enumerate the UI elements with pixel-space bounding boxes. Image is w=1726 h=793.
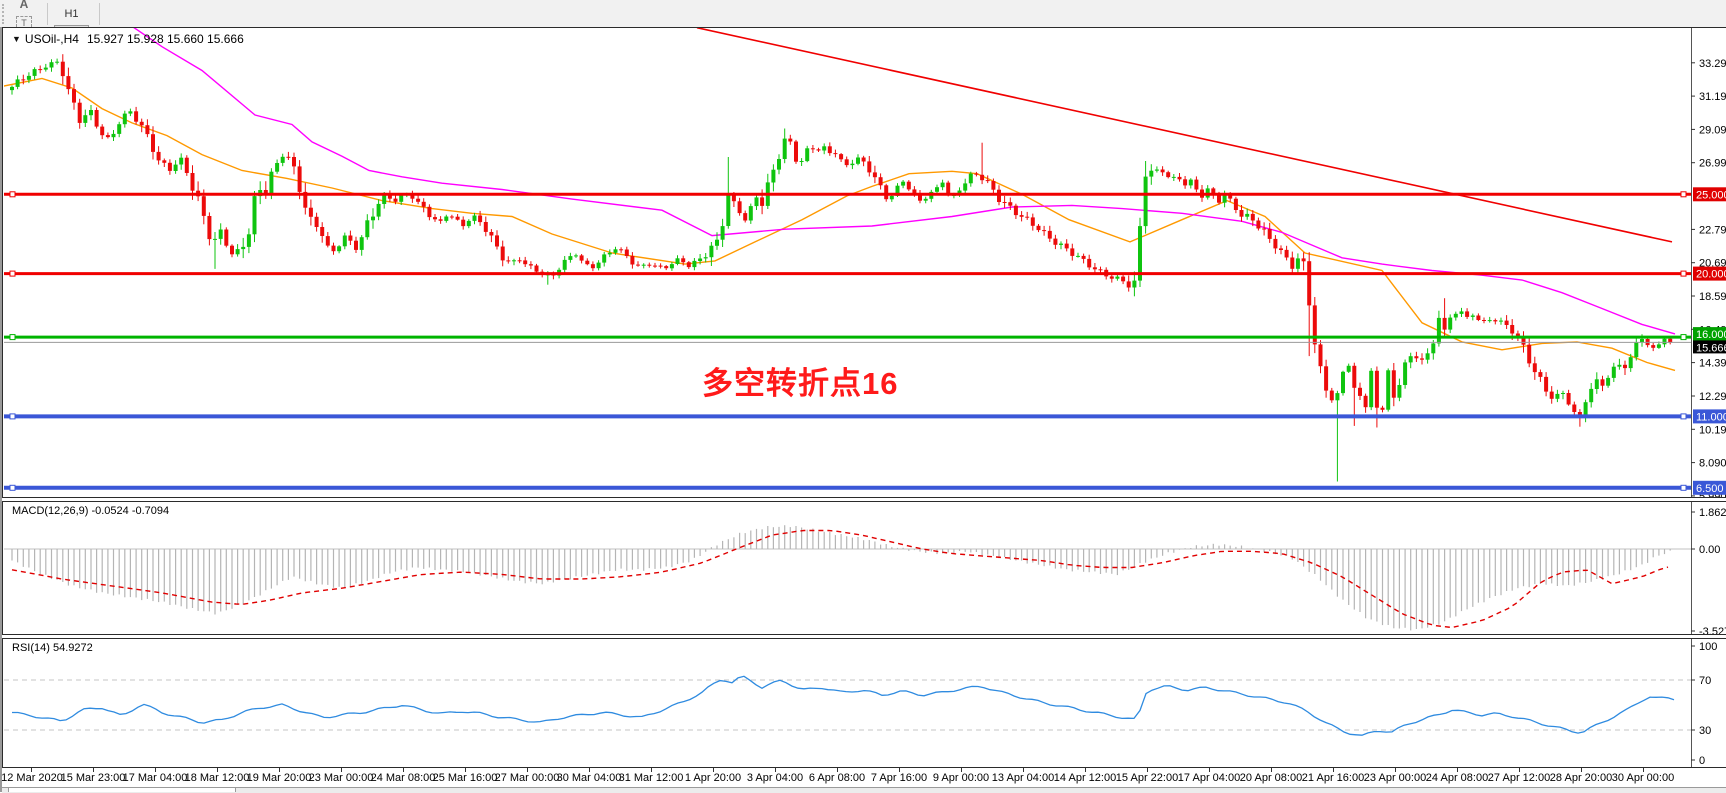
time-axis-label: 31 Mar 12:00: [619, 772, 684, 784]
current-price-badge: 15.666: [1693, 340, 1726, 354]
annotation-text[interactable]: 多空转折点16: [702, 358, 898, 403]
symbol-name: USOil-,H4: [25, 32, 79, 46]
price-line-badge-25.000: 25.000: [1693, 187, 1726, 201]
price-axis-label: 29.090: [1699, 124, 1726, 136]
time-axis-label: 25 Mar 16:00: [433, 772, 498, 784]
text-a-icon[interactable]: A: [12, 0, 36, 14]
trendline[interactable]: [697, 28, 1672, 242]
ohlc-values: 15.927 15.928 15.660 15.666: [87, 32, 244, 46]
hline-6.500[interactable]: [4, 485, 1691, 490]
price-line-badge-11.000: 11.000: [1693, 409, 1726, 423]
time-axis-label: 12 Mar 2020: [1, 772, 63, 784]
svg-text:6.500: 6.500: [1696, 483, 1724, 495]
rsi-axis-label: 100: [1699, 641, 1717, 653]
time-axis-label: 6 Apr 08:00: [809, 772, 865, 784]
svg-text:15.666: 15.666: [1696, 342, 1726, 354]
price-axis-label: 12.290: [1699, 391, 1726, 403]
time-axis-label: 9 Apr 00:00: [933, 772, 989, 784]
price-axis-label: 10.190: [1699, 424, 1726, 436]
active-chart-tab[interactable]: [8, 788, 236, 792]
macd-axis-label: 0.00: [1699, 544, 1720, 556]
toolbar-grip[interactable]: [2, 4, 11, 24]
chart-tab-strip[interactable]: [2, 787, 1726, 793]
symbol-dropdown-icon[interactable]: ▼: [12, 34, 21, 44]
time-axis-label: 20 Apr 08:00: [1240, 772, 1302, 784]
price-axis-label: 8.090: [1699, 458, 1726, 470]
time-axis-label: 28 Apr 20:00: [1550, 772, 1612, 784]
macd-axis-label: 1.8624: [1699, 507, 1726, 519]
time-axis-label: 17 Apr 04:00: [1178, 772, 1240, 784]
time-axis-label: 7 Apr 16:00: [871, 772, 927, 784]
time-axis-label: 23 Apr 00:00: [1364, 772, 1426, 784]
rsi-label: RSI(14) 54.9272: [12, 642, 93, 654]
rsi-line: [12, 676, 1674, 735]
price-line-badge-16.000: 16.000: [1693, 327, 1726, 341]
time-axis-label: 19 Mar 20:00: [247, 772, 312, 784]
time-axis-label: 24 Mar 08:00: [371, 772, 436, 784]
time-axis-label: 30 Mar 04:00: [557, 772, 622, 784]
time-axis-label: 15 Apr 22:00: [1116, 772, 1178, 784]
price-line-badge-20.000: 20.000: [1693, 267, 1726, 281]
time-axis-label: 17 Mar 04:00: [123, 772, 188, 784]
chart-symbol-title[interactable]: ▼ USOil-,H4 15.927 15.928 15.660 15.666: [12, 32, 244, 46]
time-axis-label: 30 Apr 00:00: [1612, 772, 1674, 784]
rsi-svg: 100 70 30 0: [2, 638, 1726, 768]
macd-histogram: [12, 525, 1670, 630]
rsi-panel: 100 70 30 0 RSI(14) 54.9272: [2, 638, 1726, 768]
svg-text:25.000: 25.000: [1696, 189, 1726, 201]
price-axis-label: 33.290: [1699, 58, 1726, 70]
time-axis-label: 15 Mar 23:00: [61, 772, 126, 784]
price-axis-label: 14.390: [1699, 358, 1726, 370]
time-axis-label: 21 Apr 16:00: [1302, 772, 1364, 784]
price-axis-label: 26.990: [1699, 158, 1726, 170]
toolbar: FAT↗↙▾ M1M5M15M30H1H4D1W1MN: [0, 0, 1726, 28]
price-axis-label: 18.590: [1699, 291, 1726, 303]
main-price-panel: 33.29031.19029.09026.99022.79020.69018.5…: [2, 27, 1726, 498]
macd-axis-label: -3.5273: [1699, 626, 1726, 635]
hline-11.000[interactable]: [4, 414, 1691, 419]
price-chart-svg: 33.29031.19029.09026.99022.79020.69018.5…: [2, 27, 1726, 498]
svg-text:16.000: 16.000: [1696, 329, 1726, 341]
chart-area: 33.29031.19029.09026.99022.79020.69018.5…: [0, 27, 1726, 792]
rsi-axis-label: 0: [1699, 755, 1705, 767]
time-axis-label: 14 Apr 12:00: [1054, 772, 1116, 784]
svg-text:11.000: 11.000: [1696, 411, 1726, 423]
macd-label: MACD(12,26,9) -0.0524 -0.7094: [12, 505, 169, 517]
time-axis-label: 23 Mar 00:00: [309, 772, 374, 784]
time-axis-label: 3 Apr 04:00: [747, 772, 803, 784]
rsi-axis-label: 70: [1699, 675, 1711, 687]
time-axis-label: 27 Apr 12:00: [1488, 772, 1550, 784]
toolbar-separator: [47, 3, 48, 25]
price-axis-label: 31.190: [1699, 91, 1726, 103]
price-axis-label: 22.790: [1699, 224, 1726, 236]
time-axis-label: 18 Mar 12:00: [185, 772, 250, 784]
timeframe-button-H1[interactable]: H1: [54, 3, 89, 25]
macd-svg: 1.8624 0.00 -3.5273: [2, 501, 1726, 635]
rsi-axis-label: 30: [1699, 725, 1711, 737]
time-axis-label: 24 Apr 08:00: [1426, 772, 1488, 784]
price-line-badge-6.500: 6.500: [1693, 481, 1726, 495]
svg-text:20.000: 20.000: [1696, 269, 1726, 281]
hline-20.000[interactable]: [4, 271, 1691, 276]
time-axis-label: 1 Apr 20:00: [685, 772, 741, 784]
time-axis-label: 27 Mar 00:00: [495, 772, 560, 784]
time-axis-label: 13 Apr 04:00: [992, 772, 1054, 784]
toolbar-separator-2: [99, 3, 100, 25]
macd-panel: 1.8624 0.00 -3.5273 MACD(12,26,9) -0.0524 …: [2, 501, 1726, 635]
